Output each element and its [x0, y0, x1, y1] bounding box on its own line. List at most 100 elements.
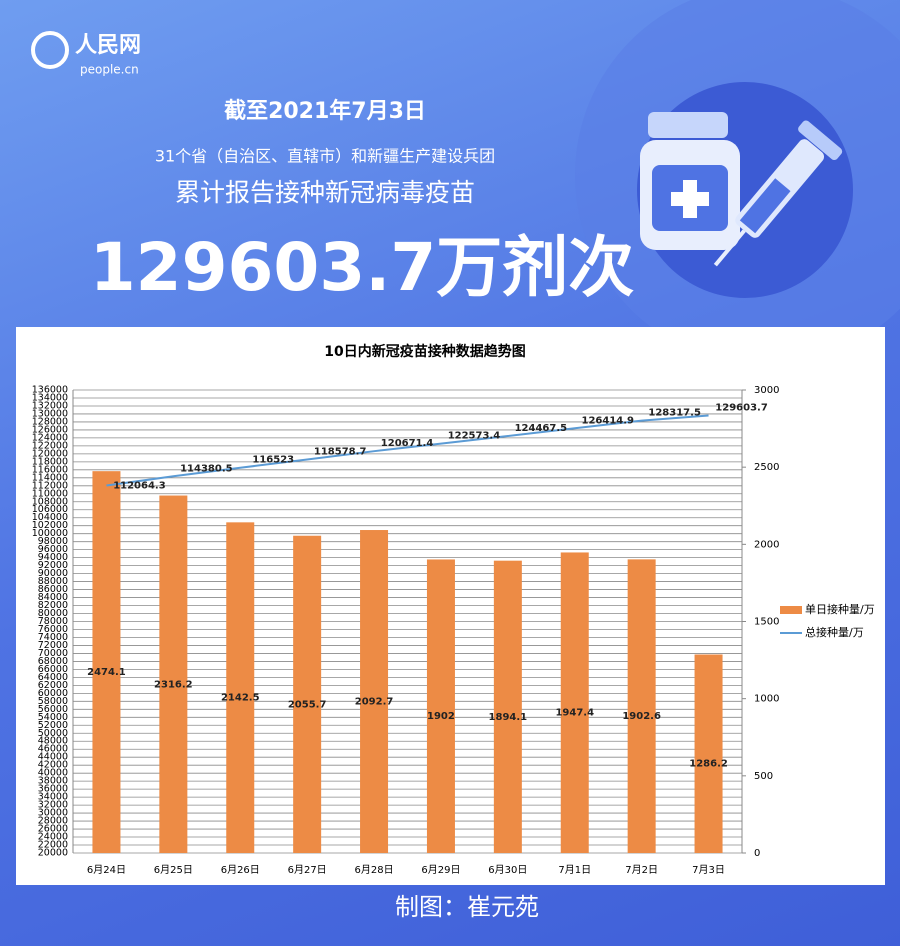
y-tick-label: 56000 [38, 704, 68, 715]
y-tick-label: 90000 [38, 568, 68, 579]
chart-title: 10日内新冠疫苗接种数据趋势图 [324, 343, 525, 360]
line-value-label: 118578.7 [314, 447, 367, 458]
y-tick-label: 102000 [32, 520, 68, 531]
bar-value-label: 1894.1 [489, 712, 528, 723]
y-tick-label: 26000 [38, 824, 68, 835]
y-tick-label: 98000 [38, 536, 68, 547]
y-tick-label: 30000 [38, 808, 68, 819]
subtitle: 累计报告接种新冠病毒疫苗 [175, 178, 475, 207]
y2-tick-label: 1000 [754, 694, 779, 705]
bar-value-label: 1947.4 [555, 708, 594, 719]
y-tick-label: 48000 [38, 736, 68, 747]
y-tick-label: 116000 [32, 464, 68, 475]
line-value-label: 114380.5 [180, 463, 233, 474]
y-tick-label: 62000 [38, 680, 68, 691]
y-tick-label: 112000 [32, 480, 68, 491]
line-value-label: 122573.4 [448, 431, 501, 442]
line-value-label: 129603.7 [715, 403, 768, 414]
y-tick-label: 100000 [32, 528, 68, 539]
footer-credit: 制图：崔元苑 [395, 893, 539, 921]
y-tick-label: 114000 [32, 472, 68, 483]
y-tick-label: 64000 [38, 672, 68, 683]
bar [360, 530, 389, 853]
bar [493, 560, 522, 853]
bar [226, 522, 255, 853]
y-tick-label: 80000 [38, 608, 68, 619]
bar [627, 559, 656, 853]
headline-total: 129603.7万剂次 [90, 229, 635, 306]
legend-swatch [780, 606, 802, 614]
x-tick-label: 6月27日 [288, 864, 327, 876]
legend-label: 单日接种量/万 [805, 602, 875, 616]
y-tick-label: 22000 [38, 840, 68, 851]
bar [560, 552, 589, 853]
y-tick-label: 88000 [38, 576, 68, 587]
y-tick-label: 134000 [32, 392, 68, 403]
y-tick-label: 136000 [32, 385, 68, 396]
bar-value-label: 2474.1 [87, 667, 126, 678]
y2-tick-label: 2500 [754, 462, 779, 473]
line [106, 414, 709, 487]
y-tick-label: 60000 [38, 688, 68, 699]
x-tick-label: 6月24日 [87, 864, 126, 876]
bar-value-label: 2142.5 [221, 693, 260, 704]
y-tick-label: 92000 [38, 560, 68, 571]
line-value-label: 126414.9 [581, 415, 634, 426]
y-tick-label: 66000 [38, 664, 68, 675]
y-tick-label: 94000 [38, 552, 68, 563]
logo-subtext: people.cn [80, 63, 139, 77]
y2-tick-label: 2000 [754, 539, 779, 550]
date: 截至2021年7月3日 [224, 98, 426, 124]
line-value-label: 120671.4 [381, 438, 434, 449]
y-tick-label: 78000 [38, 616, 68, 627]
y-tick-label: 86000 [38, 584, 68, 595]
y-tick-label: 20000 [38, 848, 68, 859]
y2-tick-label: 0 [754, 848, 760, 859]
y-tick-label: 70000 [38, 648, 68, 659]
bar [694, 654, 723, 853]
x-tick-label: 6月25日 [154, 864, 193, 876]
bar [426, 559, 455, 853]
bar-value-label: 2055.7 [288, 699, 327, 710]
y-tick-label: 58000 [38, 696, 68, 707]
y-tick-label: 32000 [38, 800, 68, 811]
y-tick-label: 68000 [38, 656, 68, 667]
y-tick-label: 52000 [38, 720, 68, 731]
y-tick-label: 40000 [38, 768, 68, 779]
x-tick-label: 6月29日 [421, 864, 460, 876]
y2-tick-label: 500 [754, 771, 773, 782]
logo: 人民网 people.cn [31, 31, 141, 77]
x-tick-label: 7月2日 [625, 864, 658, 876]
y-tick-label: 106000 [32, 504, 68, 515]
subtitle: 31个省（自治区、直辖市）和新疆生产建设兵团 [155, 147, 495, 166]
y-tick-label: 50000 [38, 728, 68, 739]
x-tick-label: 7月1日 [558, 864, 591, 876]
bar-value-label: 1902.6 [622, 711, 661, 722]
y-tick-label: 108000 [32, 496, 68, 507]
y-tick-label: 104000 [32, 512, 68, 523]
legend-label: 总接种量/万 [805, 625, 864, 639]
line-value-label: 116523 [252, 455, 294, 466]
bar [92, 471, 121, 853]
bar-value-label: 1902 [427, 711, 455, 722]
y-tick-label: 76000 [38, 624, 68, 635]
line-value-label: 128317.5 [648, 408, 701, 419]
y-tick-label: 118000 [32, 456, 68, 467]
y-tick-label: 72000 [38, 640, 68, 651]
line-value-label: 124467.5 [515, 423, 568, 434]
line-value-label: 112064.3 [113, 481, 166, 492]
vaccine-icon [640, 112, 843, 267]
y-tick-label: 110000 [32, 488, 68, 499]
y-tick-label: 46000 [38, 744, 68, 755]
x-tick-label: 6月30日 [488, 864, 527, 876]
x-tick-label: 6月28日 [355, 864, 394, 876]
y-tick-label: 44000 [38, 752, 68, 763]
y-tick-label: 36000 [38, 784, 68, 795]
y-tick-label: 28000 [38, 816, 68, 827]
bar-value-label: 2316.2 [154, 679, 193, 690]
bar [293, 535, 322, 853]
y-tick-label: 126000 [32, 424, 68, 435]
y-tick-label: 120000 [32, 448, 68, 459]
y-tick-label: 34000 [38, 792, 68, 803]
